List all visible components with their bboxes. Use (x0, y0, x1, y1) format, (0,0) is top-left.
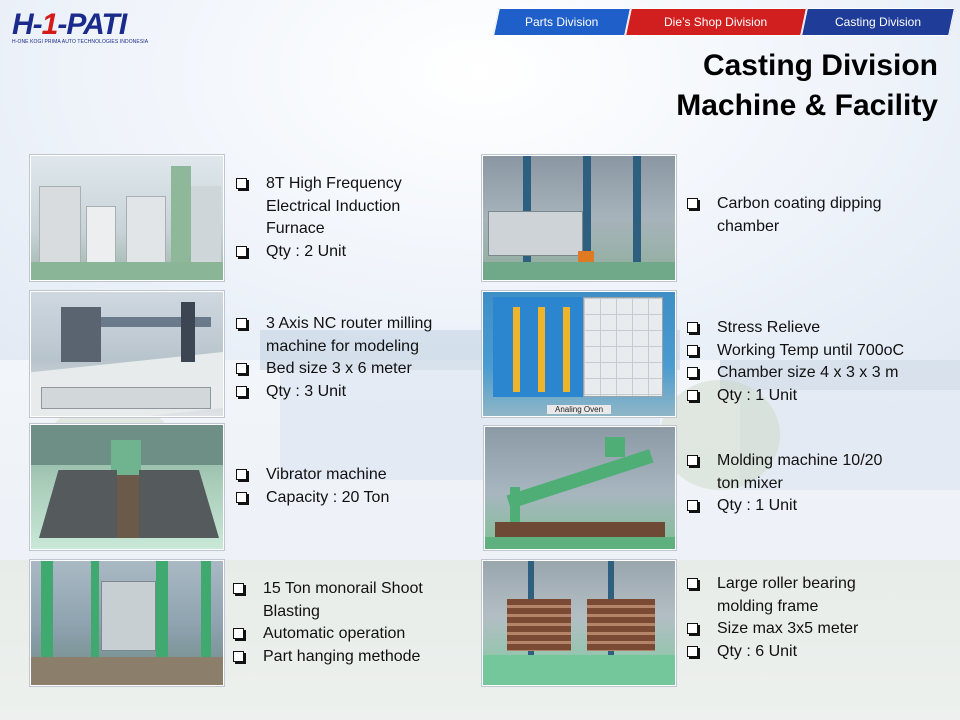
logo-tagline: H-ONE KOGI PRIMA AUTO TECHNOLOGIES INDON… (12, 39, 149, 45)
list-item: Qty : 6 Unit (687, 641, 907, 664)
checkbox-bullet-icon (236, 318, 247, 329)
list-item: Molding machine 10/20 ton mixer (687, 450, 887, 495)
checkbox-bullet-icon (687, 322, 698, 333)
checkbox-bullet-icon (233, 583, 244, 594)
list-item: 3 Axis NC router milling machine for mod… (236, 313, 456, 358)
shoot-blasting-photo (30, 560, 224, 686)
molding-machine-specs: Molding machine 10/20 ton mixer Qty : 1 … (687, 450, 887, 518)
molding-frame-specs: Large roller bearing molding frame Size … (687, 573, 907, 664)
tab-parts-division[interactable]: Parts Division (493, 8, 631, 36)
molding-frame-photo (482, 560, 676, 686)
annealing-oven-photo: Analing Oven (482, 291, 676, 417)
list-item: Capacity : 20 Ton (236, 487, 436, 510)
checkbox-bullet-icon (687, 367, 698, 379)
dipping-chamber-specs: Carbon coating dipping chamber (687, 193, 907, 238)
list-item: Carbon coating dipping chamber (687, 193, 907, 238)
list-item: Working Temp until 700oC (687, 340, 937, 363)
checkbox-bullet-icon (687, 500, 698, 512)
dipping-chamber-photo (482, 155, 676, 281)
checkbox-bullet-icon (236, 246, 247, 258)
checkbox-bullet-icon (687, 344, 698, 356)
molding-machine-photo (484, 426, 676, 550)
checkbox-bullet-icon (233, 628, 244, 640)
checkbox-bullet-icon (236, 491, 247, 503)
shoot-blasting-specs: 15 Ton monorail Shoot Blasting Automatic… (233, 578, 453, 669)
checkbox-bullet-icon (236, 363, 247, 375)
checkbox-bullet-icon (687, 198, 698, 209)
logo-wordmark: H-1-PATI (12, 8, 127, 41)
division-tabs: Parts Division Die’s Shop Division Casti… (493, 8, 955, 36)
list-item: Qty : 1 Unit (687, 385, 937, 408)
company-logo: H-1-PATI H-ONE KOGI PRIMA AUTO TECHNOLOG… (12, 8, 149, 52)
list-item: 8T High Frequency Electrical Induction F… (236, 173, 436, 241)
list-item: Bed size 3 x 6 meter (236, 358, 456, 381)
checkbox-bullet-icon (233, 651, 244, 663)
list-item: Size max 3x5 meter (687, 618, 907, 641)
list-item: Qty : 3 Unit (236, 381, 456, 404)
list-item: Qty : 2 Unit (236, 241, 436, 264)
checkbox-bullet-icon (687, 646, 698, 658)
vibrator-machine-photo (30, 424, 224, 550)
vibrator-machine-specs: Vibrator machine Capacity : 20 Ton (236, 464, 436, 509)
checkbox-bullet-icon (236, 178, 247, 189)
nc-router-specs: 3 Axis NC router milling machine for mod… (236, 313, 456, 404)
page-title: Casting Division Machine & Facility (676, 46, 938, 126)
list-item: Stress Relieve (687, 317, 937, 340)
checkbox-bullet-icon (687, 578, 698, 589)
list-item: Qty : 1 Unit (687, 495, 887, 518)
induction-furnace-specs: 8T High Frequency Electrical Induction F… (236, 173, 436, 264)
list-item: 15 Ton monorail Shoot Blasting (233, 578, 453, 623)
list-item: Vibrator machine (236, 464, 436, 487)
checkbox-bullet-icon (236, 386, 247, 398)
checkbox-bullet-icon (687, 623, 698, 635)
induction-furnace-photo (30, 155, 224, 281)
tab-casting-division[interactable]: Casting Division (801, 8, 955, 36)
photo-caption: Analing Oven (483, 405, 675, 414)
list-item: Part hanging methode (233, 646, 453, 669)
nc-router-photo (30, 291, 224, 417)
annealing-oven-specs: Stress Relieve Working Temp until 700oC … (687, 317, 937, 408)
title-line-2: Machine & Facility (676, 89, 938, 122)
list-item: Chamber size 4 x 3 x 3 m (687, 362, 937, 385)
tab-dies-shop-division[interactable]: Die’s Shop Division (625, 8, 807, 36)
list-item: Large roller bearing molding frame (687, 573, 907, 618)
list-item: Automatic operation (233, 623, 453, 646)
title-line-1: Casting Division (702, 49, 938, 82)
checkbox-bullet-icon (687, 455, 698, 466)
checkbox-bullet-icon (236, 469, 247, 480)
checkbox-bullet-icon (687, 390, 698, 402)
